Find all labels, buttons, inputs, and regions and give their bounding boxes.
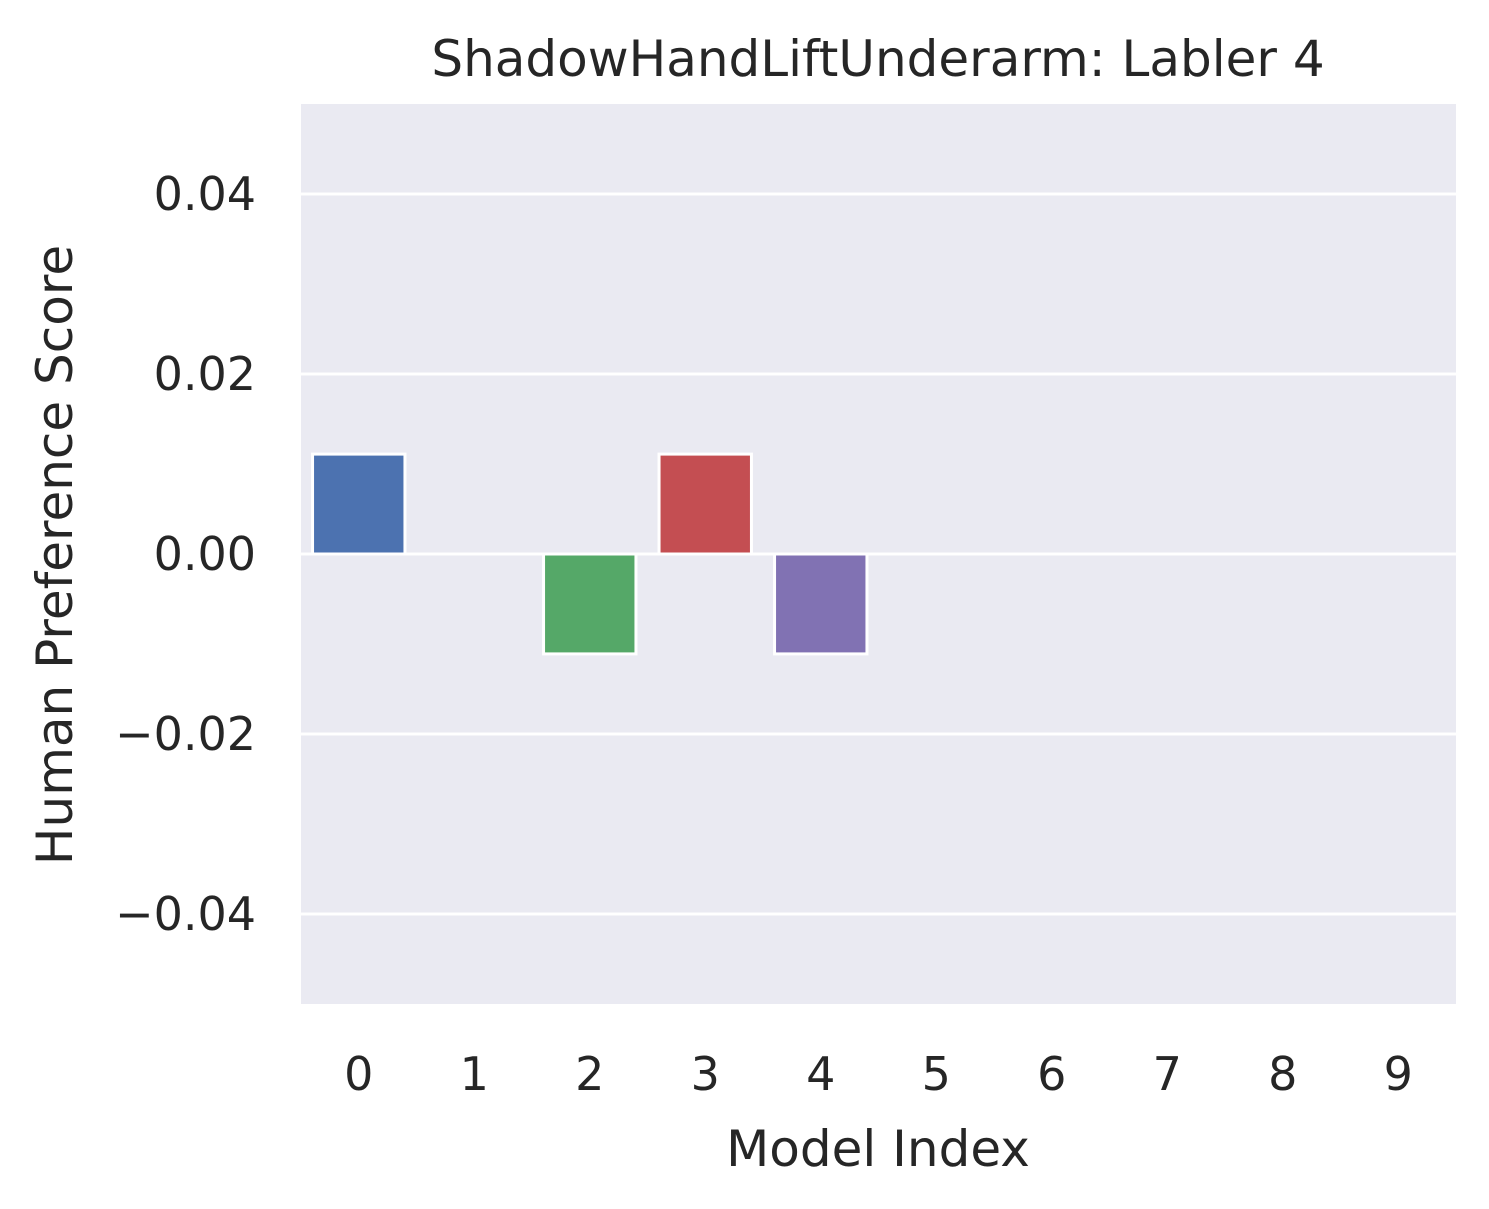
y-tick-label: 0.00 xyxy=(154,527,256,581)
y-tick-label: 0.04 xyxy=(154,167,256,221)
x-tick-label: 1 xyxy=(460,1047,489,1101)
x-tick-label: 2 xyxy=(575,1047,604,1101)
y-tick-label: 0.02 xyxy=(154,347,256,401)
x-axis-title: Model Index xyxy=(726,1120,1030,1178)
x-tick-label: 8 xyxy=(1268,1047,1297,1101)
x-tick-labels: 0 1 2 3 4 5 6 7 8 9 xyxy=(344,1047,1413,1101)
y-tick-label: −0.04 xyxy=(115,887,256,941)
x-tick-label: 3 xyxy=(691,1047,720,1101)
bar-3 xyxy=(657,452,753,556)
x-tick-label: 0 xyxy=(344,1047,373,1101)
chart-title: ShadowHandLiftUnderarm: Labler 4 xyxy=(431,30,1324,88)
x-tick-label: 9 xyxy=(1384,1047,1413,1101)
bar-4 xyxy=(773,552,869,656)
x-tick-label: 4 xyxy=(806,1047,835,1101)
y-axis-title: Human Preference Score xyxy=(26,245,84,865)
x-tick-label: 5 xyxy=(922,1047,951,1101)
gridlines xyxy=(301,192,1456,916)
bar-0 xyxy=(311,452,407,556)
x-tick-label: 6 xyxy=(1037,1047,1066,1101)
bar-2 xyxy=(542,552,638,656)
y-tick-labels: 0.04 0.02 0.00 −0.02 −0.04 xyxy=(115,167,256,941)
bars xyxy=(311,452,869,656)
y-tick-label: −0.02 xyxy=(115,707,256,761)
x-tick-label: 7 xyxy=(1153,1047,1182,1101)
